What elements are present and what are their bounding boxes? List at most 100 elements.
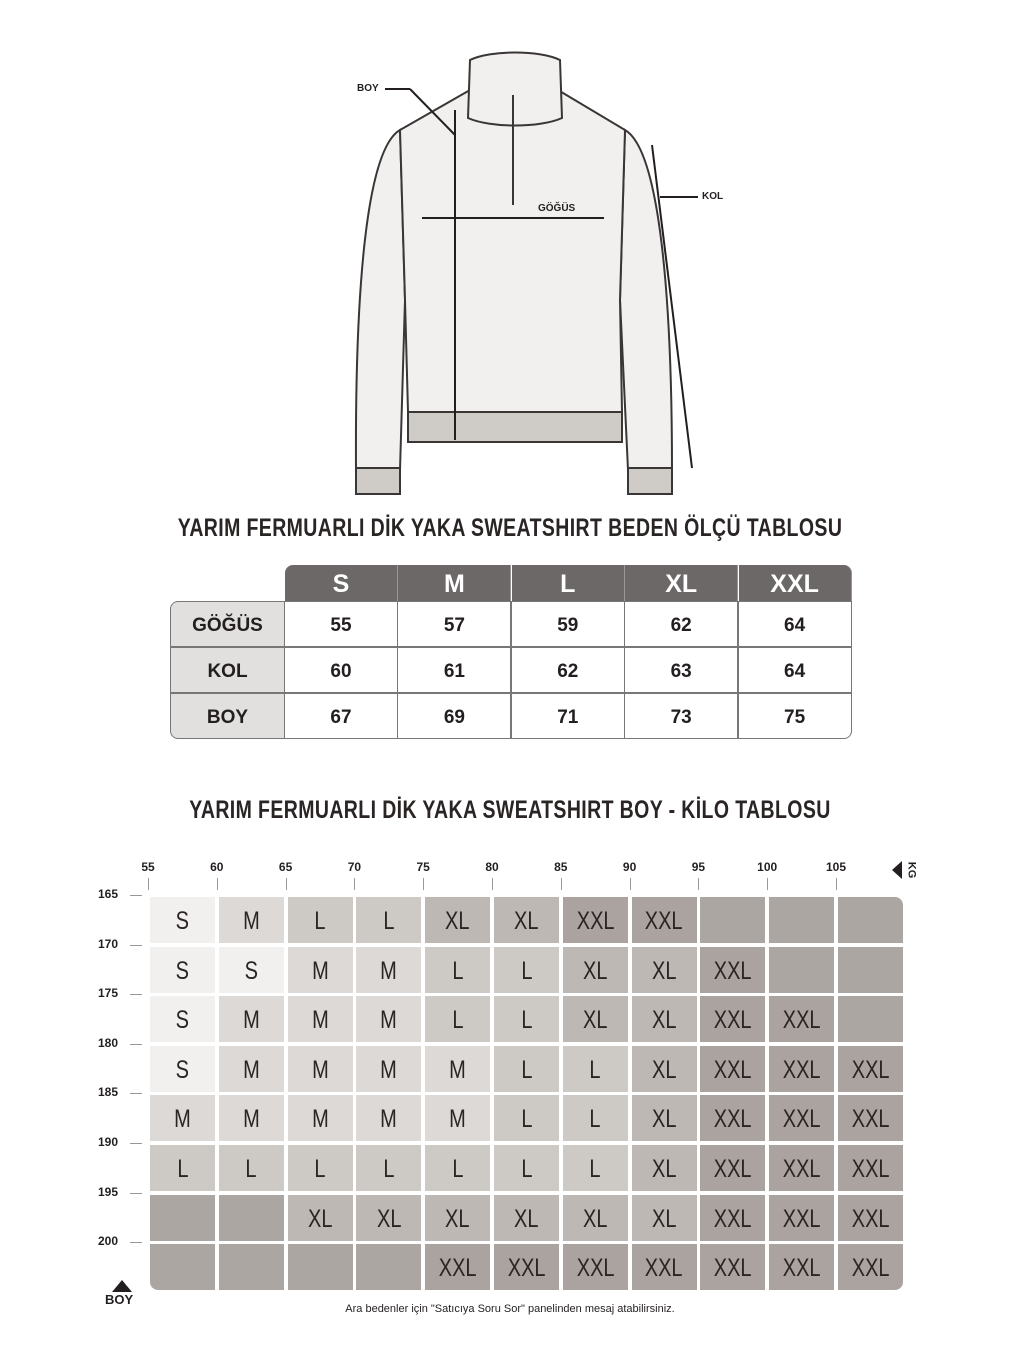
kg-tick-label: 65 [278, 860, 293, 874]
size-cell: L [494, 996, 559, 1043]
size-cell-label: M [311, 1055, 329, 1084]
size-cell: XL [631, 946, 697, 993]
size-cell-label: XXL [851, 1105, 890, 1134]
size-cell: M [356, 1045, 422, 1092]
size-cell-label: XXL [576, 907, 615, 935]
size-cell: L [562, 1045, 628, 1092]
size-cell: XXL [838, 1095, 903, 1142]
measure-cell: 59 [510, 601, 625, 647]
size-cell-label: XL [651, 1155, 677, 1183]
collar [466, 51, 564, 127]
kg-tick-label: 95 [691, 860, 706, 874]
size-cell-label: S [175, 907, 190, 935]
waistband [407, 411, 623, 443]
boy-axis-label: BOY [105, 1292, 134, 1307]
size-cell-label: S [175, 956, 190, 985]
size-header-xxl: XXL [738, 565, 852, 601]
size-cell: S [218, 946, 284, 993]
size-cell: S [150, 996, 215, 1043]
height-tick [130, 1093, 142, 1095]
size-cell-label: L [176, 1155, 189, 1183]
size-cell-label: M [242, 907, 260, 935]
size-cell-label: M [242, 1105, 260, 1134]
size-cell [700, 897, 766, 943]
size-cell: L [494, 1145, 559, 1191]
size-cell-label: XL [307, 1204, 333, 1233]
size-cell-label: XXL [713, 956, 752, 985]
size-cell: L [494, 946, 559, 993]
size-cell-label: XXL [851, 1254, 890, 1283]
size-cell: L [494, 1095, 559, 1142]
size-cell: XL [494, 1194, 559, 1241]
size-cell-label: XXL [576, 1254, 615, 1283]
kg-tick [492, 878, 493, 890]
size-cell-label: L [314, 1155, 326, 1183]
size-cell-label: XXL [713, 1105, 752, 1134]
size-cell-label: XXL [713, 1254, 752, 1283]
left-cuff [355, 467, 401, 495]
boy-label: BOY [357, 83, 379, 94]
height-tick-label: 195 [98, 1184, 119, 1199]
size-cell [769, 946, 835, 993]
size-cell-label: L [589, 1105, 601, 1134]
size-cell-label: L [520, 1006, 533, 1035]
size-cell-label: M [380, 1105, 398, 1134]
size-cell: XL [494, 897, 559, 943]
height-tick [130, 944, 142, 946]
size-cell: XL [631, 1045, 697, 1092]
size-cell: XL [287, 1194, 353, 1241]
size-cell-label: XL [651, 956, 677, 985]
sweatshirt-illustration [354, 51, 698, 495]
size-cell: M [150, 1095, 215, 1142]
measure-cell: 61 [397, 647, 512, 693]
size-cell-label: L [520, 956, 533, 985]
kg-tick [216, 878, 218, 890]
measure-cell: 67 [284, 693, 398, 739]
size-cell: XL [562, 1194, 628, 1241]
size-cell: XXL [631, 1244, 697, 1291]
measure-cell: 62 [624, 601, 739, 647]
kg-arrow-icon [892, 861, 902, 879]
kg-tick [354, 878, 356, 890]
size-cell: M [287, 1045, 353, 1092]
row-label: GÖĞÜS [170, 601, 285, 647]
size-cell-label: XL [583, 1006, 608, 1035]
size-cell: L [356, 1145, 422, 1191]
size-cell-label: XXL [782, 1105, 821, 1134]
size-cell-label: XXL [851, 1055, 890, 1084]
size-cell: S [150, 897, 215, 943]
size-cell: XXL [425, 1244, 491, 1291]
size-cell-label: XXL [782, 1055, 821, 1084]
size-cell: XXL [769, 1145, 835, 1191]
size-cell-label: M [380, 956, 398, 985]
height-tick [130, 994, 142, 996]
height-tick [130, 1192, 142, 1194]
size-cell-label: XL [514, 907, 539, 935]
boy-arrow-icon [112, 1280, 132, 1292]
size-cell-label: L [452, 1006, 464, 1035]
kg-tick-label: 55 [141, 860, 155, 874]
size-cell-label: L [520, 1055, 533, 1084]
size-cell [287, 1244, 353, 1291]
row-label: BOY [170, 693, 285, 739]
kg-tick [767, 878, 769, 890]
size-cell: XL [562, 996, 628, 1043]
size-cell: XXL [562, 897, 628, 943]
size-cell: S [150, 1045, 215, 1092]
measure-cell: 75 [737, 693, 852, 739]
measure-cell: 60 [284, 647, 398, 693]
size-cell-label: XXL [782, 1254, 821, 1283]
size-cell: L [287, 897, 353, 943]
size-cell-label: L [314, 907, 326, 935]
size-cell: M [425, 1095, 491, 1142]
size-cell [838, 996, 903, 1043]
size-cell-label: XXL [782, 1155, 821, 1183]
size-cell: XL [631, 1145, 697, 1191]
size-cell: XL [562, 946, 628, 993]
size-cell-label: XXL [713, 1204, 752, 1233]
size-cell: M [287, 996, 353, 1043]
size-cell: XL [425, 1194, 491, 1241]
kg-tick-label: 70 [347, 860, 362, 874]
size-cell: XL [631, 1194, 697, 1241]
